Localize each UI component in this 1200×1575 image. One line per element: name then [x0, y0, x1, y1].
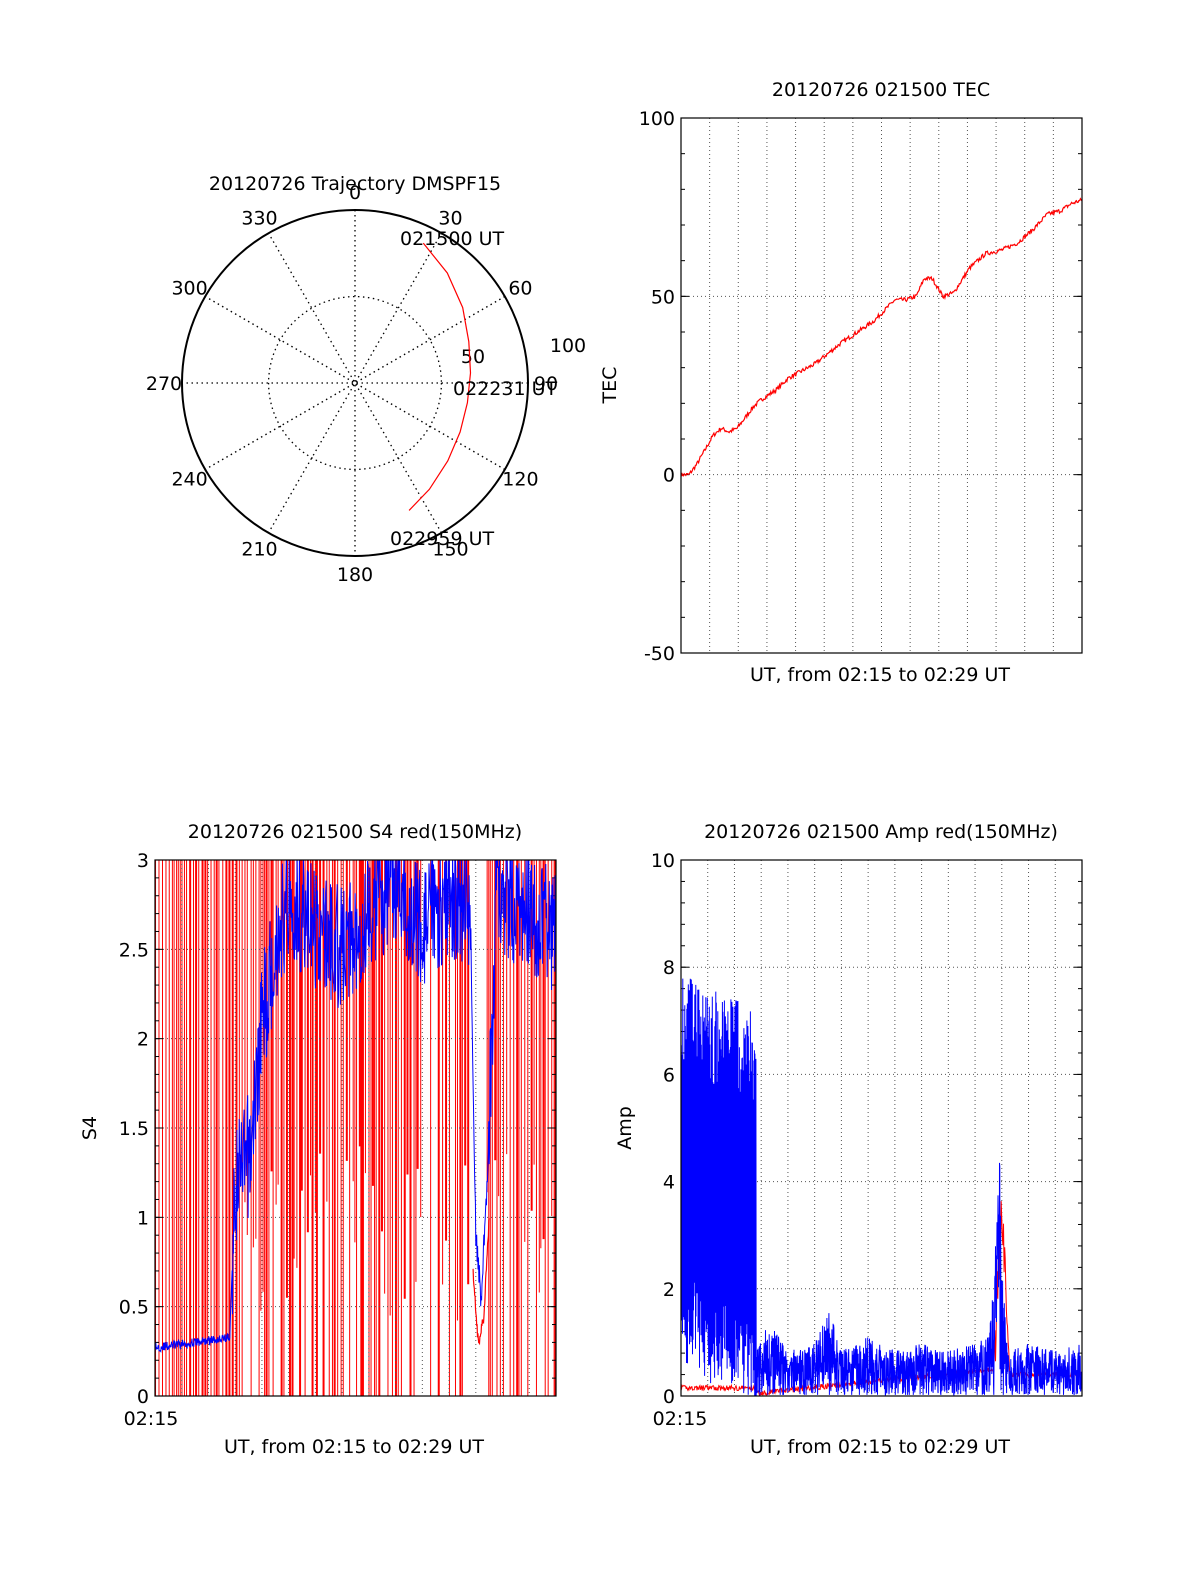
angle-label: 120 — [502, 469, 538, 491]
y-tick-label: 8 — [663, 957, 675, 979]
trajectory-track — [408, 242, 472, 511]
angle-label: 270 — [146, 373, 182, 395]
y-tick-label: 4 — [663, 1172, 675, 1194]
tec-grid — [681, 118, 1082, 653]
angle-label: 30 — [438, 208, 462, 230]
y-tick-label: 2.5 — [119, 939, 149, 961]
s4-series-group — [155, 860, 556, 1353]
s4-chart: 20120726 021500 S4 red(150MHz) 0 0.5 1 1.5 2… — [79, 821, 557, 1458]
angle-label: 60 — [508, 278, 532, 300]
tec-x-label: UT, from 02:15 to 02:29 UT — [750, 664, 1010, 686]
trajectory-title: 20120726 Trajectory DMSPF15 — [209, 173, 501, 195]
s4-y-ticks: 0 0.5 1 1.5 2 2.5 3 — [119, 850, 556, 1408]
amp-blue-series — [681, 978, 1082, 1396]
polar-angle-labels: 0 30 60 90 120 150 180 210 240 270 300 330 — [146, 182, 558, 586]
amp-series-group — [681, 978, 1082, 1396]
angle-label: 300 — [171, 278, 207, 300]
y-tick-label: 50 — [651, 286, 675, 308]
radius-label-50: 50 — [461, 346, 485, 368]
tec-title: 20120726 021500 TEC — [772, 79, 990, 101]
y-tick-label: 0 — [137, 1386, 149, 1408]
s4-y-label: S4 — [79, 1116, 101, 1140]
y-tick-label: -50 — [644, 643, 675, 665]
polar-outer-circle — [181, 209, 529, 557]
s4-blue-series — [155, 860, 556, 1353]
y-tick-label: 3 — [137, 850, 149, 872]
tec-series-line — [681, 197, 1082, 477]
polar-ring — [267, 295, 443, 471]
trajectory-chart: 20120726 Trajectory DMSPF15 0 30 60 90 120 15… — [146, 173, 586, 586]
y-tick-label: 6 — [663, 1064, 675, 1086]
amp-title: 20120726 021500 Amp red(150MHz) — [704, 821, 1058, 843]
s4-axes-frame — [154, 859, 557, 1397]
y-tick-label: 10 — [651, 850, 675, 872]
y-tick-label: 2 — [137, 1029, 149, 1051]
y-tick-label: 0 — [663, 1386, 675, 1408]
angle-label: 90 — [534, 373, 558, 395]
angle-label: 330 — [241, 208, 277, 230]
tec-y-ticks: -50 0 50 100 — [639, 108, 1082, 665]
amp-y-label: Amp — [614, 1106, 636, 1150]
s4-red-series — [472, 1218, 490, 1346]
polar-grid — [182, 210, 528, 556]
angle-label: 240 — [171, 469, 207, 491]
s4-x-tick: 02:15 — [124, 1408, 179, 1430]
angle-label: 150 — [432, 538, 468, 560]
trajectory-mid-label: 022231 UT — [453, 378, 557, 400]
y-tick-label: 1 — [137, 1207, 149, 1229]
trajectory-end-label: 022959 UT — [390, 528, 494, 550]
tec-axes-frame — [680, 117, 1083, 654]
y-tick-label: 0.5 — [119, 1297, 149, 1319]
angle-label: 180 — [337, 564, 373, 586]
tec-chart: 20120726 021500 TEC -50 0 50 100 TEC UT, fr… — [599, 79, 1083, 686]
amp-axes-frame — [680, 859, 1083, 1397]
radius-label-100: 100 — [550, 335, 586, 357]
amp-x-tick: 02:15 — [653, 1408, 708, 1430]
y-tick-label: 0 — [663, 465, 675, 487]
s4-grid — [155, 860, 556, 1396]
amp-x-label: UT, from 02:15 to 02:29 UT — [750, 1436, 1010, 1458]
y-tick-label: 100 — [639, 108, 675, 130]
tec-y-label: TEC — [599, 367, 621, 405]
polar-spoke — [267, 232, 443, 534]
angle-label: 0 — [349, 182, 361, 204]
amp-y-ticks: 0 2 4 6 8 10 — [651, 850, 1082, 1408]
tec-series-group — [681, 197, 1082, 477]
trajectory-start-label: 021500 UT — [400, 228, 504, 250]
angle-label: 210 — [241, 538, 277, 560]
s4-title: 20120726 021500 S4 red(150MHz) — [188, 821, 522, 843]
amp-chart: 20120726 021500 Amp red(150MHz) 0246810 … — [614, 821, 1083, 1458]
polar-spoke — [267, 232, 443, 534]
s4-red-spikes — [155, 860, 556, 1396]
y-tick-label: 1.5 — [119, 1118, 149, 1140]
s4-x-label: UT, from 02:15 to 02:29 UT — [224, 1436, 484, 1458]
y-tick-label: 2 — [663, 1279, 675, 1301]
